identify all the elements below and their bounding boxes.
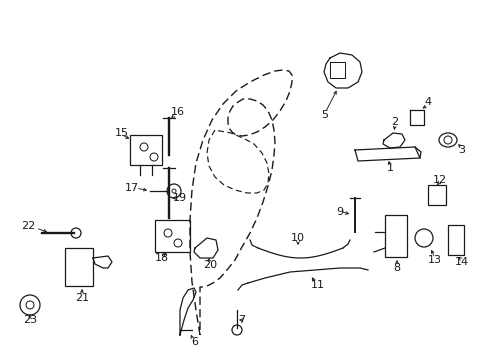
Bar xyxy=(155,220,190,252)
Text: 2: 2 xyxy=(390,117,398,127)
Text: 15: 15 xyxy=(115,128,129,138)
Text: 6: 6 xyxy=(191,337,198,347)
Text: 21: 21 xyxy=(75,293,89,303)
Text: 3: 3 xyxy=(458,145,465,155)
Bar xyxy=(384,215,406,257)
Text: 11: 11 xyxy=(310,280,325,290)
Text: 7: 7 xyxy=(238,315,245,325)
Text: 19: 19 xyxy=(173,193,187,203)
Bar xyxy=(447,225,463,255)
Text: 5: 5 xyxy=(321,110,328,120)
Text: 14: 14 xyxy=(454,257,468,267)
Bar xyxy=(427,185,445,205)
Text: 10: 10 xyxy=(290,233,305,243)
Text: 4: 4 xyxy=(424,97,431,107)
Text: 20: 20 xyxy=(203,260,217,270)
Text: 16: 16 xyxy=(171,107,184,117)
Text: 18: 18 xyxy=(155,253,169,263)
Text: 23: 23 xyxy=(23,315,37,325)
Text: 22: 22 xyxy=(21,221,35,231)
Bar xyxy=(130,135,162,165)
Text: 9: 9 xyxy=(336,207,343,217)
Text: 13: 13 xyxy=(427,255,441,265)
Text: 1: 1 xyxy=(386,163,393,173)
Bar xyxy=(65,248,93,286)
Text: 8: 8 xyxy=(393,263,400,273)
Text: 12: 12 xyxy=(432,175,446,185)
Text: 17: 17 xyxy=(124,183,139,193)
